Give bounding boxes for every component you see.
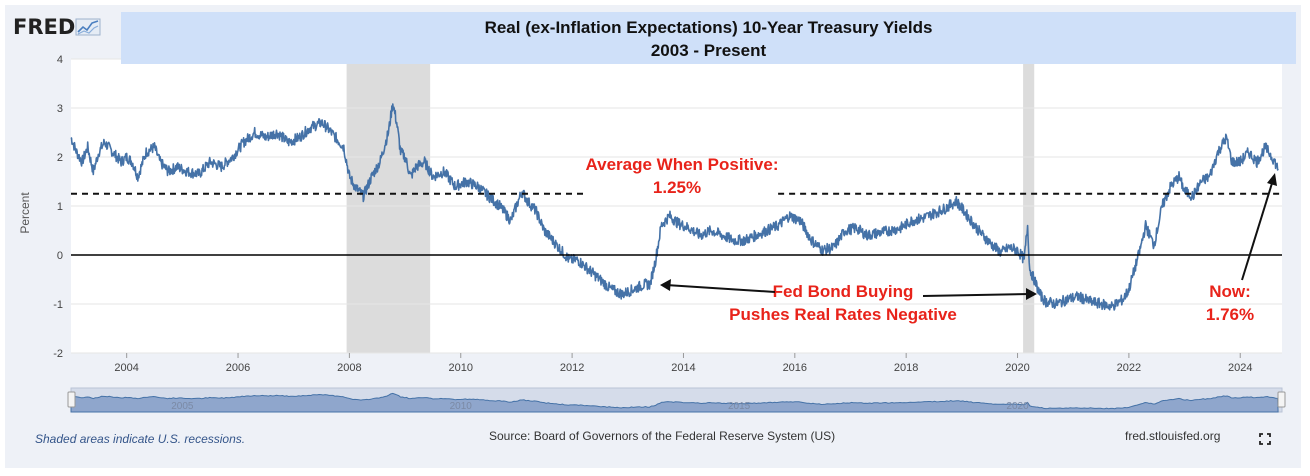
x-tick-label: 2024 — [1228, 362, 1252, 374]
y-axis-label: Percent — [18, 192, 32, 234]
y-tick-label: 0 — [57, 250, 63, 262]
arrow-fed-right-head — [1026, 288, 1037, 300]
chart-line-icon — [75, 18, 101, 36]
chart-title-line2: 2003 - Present — [650, 41, 767, 60]
x-tick-label: 2016 — [783, 362, 807, 374]
site-link[interactable]: fred.stlouisfed.org — [1125, 429, 1221, 443]
arrow-now-head — [1267, 173, 1277, 186]
annotation-now-value: 1.76% — [1206, 305, 1254, 324]
fullscreen-icon[interactable] — [1259, 433, 1271, 445]
recession-note: Shaded areas indicate U.S. recessions. — [35, 432, 246, 446]
y-tick-label: -1 — [53, 299, 63, 311]
x-tick-label: 2004 — [114, 362, 138, 374]
y-tick-label: 1 — [57, 201, 63, 213]
x-tick-label: 2012 — [560, 362, 584, 374]
annotation-average-label: Average When Positive: — [585, 155, 778, 174]
navigator-label: 2020 — [1006, 401, 1029, 412]
x-tick-label: 2010 — [449, 362, 473, 374]
annotation-fed-line2: Pushes Real Rates Negative — [729, 305, 957, 324]
x-tick-label: 2020 — [1005, 362, 1029, 374]
annotation-now-label: Now: — [1209, 282, 1251, 301]
arrow-fed-left-head — [660, 279, 671, 291]
y-tick-label: 3 — [57, 103, 63, 115]
navigator-series — [70, 392, 1279, 413]
fred-logo-text: FRED — [13, 15, 76, 39]
navigator-label: 2005 — [171, 401, 194, 412]
x-tick-label: 2014 — [671, 362, 695, 374]
source-note: Source: Board of Governors of the Federa… — [489, 429, 836, 443]
arrow-fed-right — [922, 293, 1031, 297]
series-line — [70, 103, 1279, 311]
x-tick-label: 2022 — [1117, 362, 1141, 374]
y-tick-label: 4 — [57, 54, 63, 66]
y-tick-label: 2 — [57, 152, 63, 164]
chart: -2 -1 0 1 2 3 4 2004 2006 2008 2010 2012 2014 2016 20… — [18, 54, 1286, 413]
annotation-fed-line1: Fed Bond Buying — [773, 282, 914, 301]
chart-title-line1: Real (ex-Inflation Expectations) 10-Year… — [484, 18, 933, 37]
arrow-fed-left — [665, 284, 776, 293]
navigator-handle-left[interactable] — [67, 391, 76, 408]
fred-logo[interactable]: FRED — [13, 15, 101, 39]
chart-frame: -2 -1 0 1 2 3 4 2004 2006 2008 2010 2012 2014 2016 20… — [5, 5, 1301, 468]
navigator-label: 2010 — [450, 401, 473, 412]
navigator-label: 2015 — [728, 401, 751, 412]
navigator-handle-right[interactable] — [1277, 391, 1286, 408]
x-tick-label: 2006 — [226, 362, 250, 374]
chart-title: Real (ex-Inflation Expectations) 10-Year… — [121, 12, 1296, 64]
arrow-now — [1241, 179, 1274, 281]
y-tick-label: -2 — [53, 348, 63, 360]
annotation-average-value: 1.25% — [653, 178, 701, 197]
x-tick-label: 2018 — [894, 362, 918, 374]
x-tick-label: 2008 — [337, 362, 361, 374]
